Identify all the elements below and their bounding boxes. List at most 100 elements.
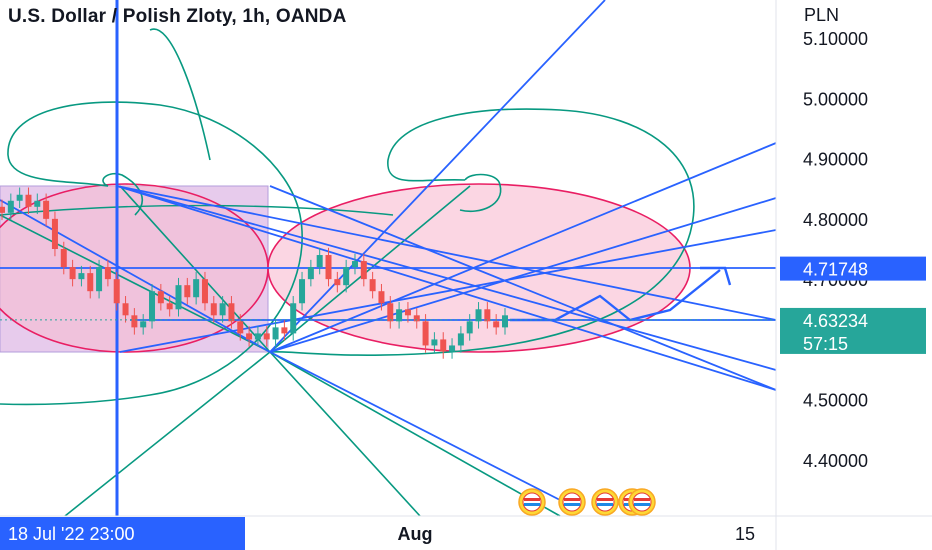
price-tick-label: 4.90000	[803, 150, 868, 170]
candle	[466, 314, 473, 341]
candle	[87, 265, 94, 299]
candle-body	[113, 279, 120, 304]
candle	[149, 283, 156, 329]
candle-series	[0, 187, 508, 359]
candle	[246, 326, 253, 347]
candle	[69, 259, 76, 287]
candle	[351, 253, 358, 275]
fib-spiral-top	[149, 28, 211, 161]
candle-body	[343, 267, 350, 286]
candle-body	[290, 303, 297, 334]
event-icon-face	[562, 492, 582, 512]
trend-line	[119, 229, 777, 353]
fib-spiral-right	[269, 108, 695, 356]
projection-arrow-head	[700, 266, 732, 286]
candle-body	[263, 333, 270, 340]
event-icon-stripe	[634, 498, 650, 501]
us-flag-icon[interactable]	[518, 488, 546, 516]
level-badge-label: 4.71748	[803, 260, 868, 280]
candle-body	[475, 309, 482, 322]
calendar-flag-icon[interactable]	[591, 488, 619, 516]
event-icon-stripe	[597, 498, 613, 501]
candle-body	[0, 206, 5, 213]
trend-line	[116, 185, 777, 391]
candle-body	[387, 303, 394, 322]
candle	[307, 259, 314, 287]
fan-line-green	[269, 351, 421, 517]
candle-body	[307, 267, 314, 280]
current-price-label: 4.63234	[803, 311, 868, 331]
event-icon-stripe	[564, 498, 580, 501]
trend-line	[269, 185, 777, 391]
candle-body	[413, 315, 420, 322]
candle	[43, 193, 50, 227]
price-tick-label: 5.10000	[803, 29, 868, 49]
trend-line	[116, 185, 777, 321]
candle-body	[334, 279, 341, 286]
time-axis[interactable]: Aug 15 18 Jul '22 23:00	[0, 515, 932, 550]
candle	[131, 308, 138, 335]
candle	[360, 253, 367, 287]
crosshair-time-badge	[0, 517, 245, 550]
price-axis[interactable]: PLN4.400004.500004.600004.700004.800004.…	[775, 0, 926, 550]
price-tick-label: 4.40000	[803, 451, 868, 471]
candle-body	[43, 200, 50, 219]
candle	[113, 271, 120, 311]
calendar-flag-icon[interactable]	[558, 488, 586, 516]
candle-body	[87, 273, 94, 292]
candle-body	[466, 321, 473, 334]
event-icon-stripe	[524, 503, 540, 506]
drawing-layer	[0, 0, 777, 517]
candle	[343, 259, 350, 293]
fib-spiral-left-core	[102, 172, 144, 216]
trend-line	[269, 0, 606, 353]
candle-body	[457, 333, 464, 346]
event-icon-stripe	[634, 503, 650, 506]
trend-line	[269, 351, 561, 501]
trend-line	[0, 199, 271, 353]
candle	[404, 302, 411, 323]
candle-body	[16, 194, 23, 201]
candle	[378, 283, 385, 311]
fan-line-green	[119, 185, 271, 353]
candle	[413, 308, 420, 329]
candle	[272, 320, 279, 347]
candle	[431, 332, 438, 353]
candle	[299, 271, 306, 311]
candle-body	[175, 285, 182, 310]
candle	[254, 326, 261, 347]
calendar-flag-icon[interactable]	[628, 488, 656, 516]
candle-body	[369, 279, 376, 292]
candle-body	[157, 291, 164, 304]
time-tick-label: 15	[735, 524, 755, 544]
event-icon-stripe	[597, 503, 613, 506]
candle-body	[219, 303, 226, 316]
candle-body	[422, 321, 429, 346]
candle	[316, 247, 323, 275]
level-badge	[780, 256, 926, 281]
candle-body	[281, 327, 288, 334]
fan-line-green	[0, 214, 271, 353]
candle	[193, 271, 200, 305]
candle	[210, 296, 217, 323]
candle	[457, 326, 464, 353]
event-icons[interactable]	[518, 488, 656, 516]
trend-line	[116, 185, 777, 371]
candle-body	[351, 261, 358, 268]
fib-spiral-left	[0, 101, 303, 406]
candle	[78, 265, 85, 287]
fib-spiral-right-core	[459, 173, 502, 212]
candle-body	[449, 345, 456, 352]
candle	[0, 199, 5, 221]
fan-line-green	[64, 351, 271, 517]
candle-body	[440, 339, 447, 352]
fan-line-green	[269, 185, 471, 353]
event-icon-face	[522, 492, 542, 512]
current-price-badge	[780, 307, 926, 354]
price-tick-label: 5.00000	[803, 89, 868, 109]
candle-body	[60, 249, 67, 268]
candle	[422, 314, 429, 353]
candle-body	[246, 333, 253, 340]
candle	[475, 302, 482, 329]
